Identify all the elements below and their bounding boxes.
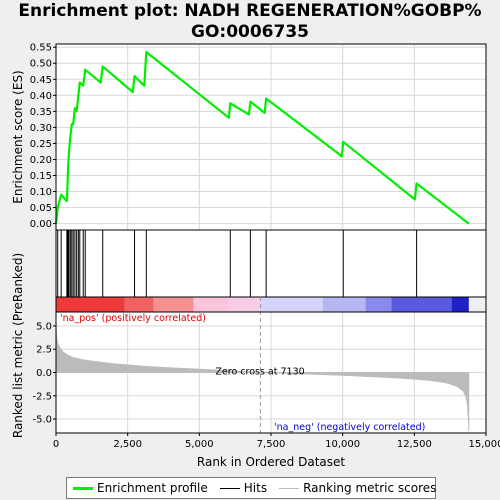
enrichment-profile-line bbox=[54, 50, 470, 225]
heatmap-segment bbox=[260, 297, 323, 312]
heatmap-segment bbox=[451, 297, 469, 312]
metric-xtick-label: 10,000 bbox=[325, 439, 360, 450]
metric-xlabel: Rank in Ordered Dataset bbox=[197, 455, 345, 469]
metric-xtick-label: 5,000 bbox=[185, 439, 214, 450]
metric-plot-border bbox=[55, 311, 487, 434]
metric-xtick-label: 2,500 bbox=[113, 439, 142, 450]
es-ytick-label: 0.50 bbox=[30, 59, 52, 70]
heatmap-segment bbox=[228, 297, 261, 312]
ranking-metric-area bbox=[55, 318, 470, 432]
es-ytick-label: 0.25 bbox=[30, 139, 52, 150]
metric-ytick-label: -5.0 bbox=[32, 415, 52, 426]
metric-ylabel: Ranked list metric (PreRanked) bbox=[11, 253, 25, 438]
legend-item-metric: Ranking metric scores bbox=[279, 481, 436, 495]
chart-title: Enrichment plot: NADH REGENERATION%GOBP%… bbox=[0, 1, 500, 43]
es-panel: 0.00 0.05 0.10 0.15 0.20 0.25 0.30 0.35 0.40 0.45… bbox=[11, 43, 487, 231]
es-ytick-label: 0.15 bbox=[30, 171, 52, 182]
heatmap-segment bbox=[124, 297, 154, 312]
heatmap-segment bbox=[193, 297, 228, 312]
metric-xtick-label: 15,000 bbox=[469, 439, 500, 450]
legend-swatch-metric bbox=[279, 487, 300, 489]
metric-ytick-label: -2.5 bbox=[32, 391, 52, 402]
es-ytick-label: 0.35 bbox=[30, 107, 52, 118]
heatmap-segment bbox=[322, 297, 366, 312]
es-ytick-label: 0.10 bbox=[30, 187, 52, 198]
legend-label-enrichment: Enrichment profile bbox=[97, 481, 208, 495]
es-ylabel: Enrichment score (ES) bbox=[11, 70, 25, 203]
metric-xtick-label: 0 bbox=[53, 439, 59, 450]
es-ytick-label: 0.00 bbox=[30, 219, 52, 230]
neg-correlated-label: 'na_neg' (negatively correlated) bbox=[274, 422, 425, 433]
es-ytick-label: 0.40 bbox=[30, 91, 52, 102]
hits-plot-area bbox=[55, 229, 487, 298]
es-ytick-label: 0.45 bbox=[30, 75, 52, 86]
zero-cross-label: Zero cross at 7130 bbox=[215, 367, 304, 378]
pos-correlated-label: 'na_pos' (positively correlated) bbox=[60, 313, 206, 324]
hits-panel bbox=[55, 229, 487, 298]
chart-title-line-2: GO:0006735 bbox=[190, 22, 309, 42]
heatmap-segment bbox=[56, 297, 125, 312]
legend-swatch-enrichment bbox=[73, 486, 93, 490]
legend-swatch-hits bbox=[219, 487, 240, 489]
rank-heatmap-bar bbox=[55, 296, 487, 313]
metric-ytick-label: 0.0 bbox=[36, 368, 52, 379]
legend-item-hits: Hits bbox=[219, 481, 268, 495]
es-ytick-label: 0.55 bbox=[30, 43, 52, 54]
chart-title-line-1: Enrichment plot: NADH REGENERATION%GOBP% bbox=[18, 1, 482, 21]
es-ytick-label: 0.05 bbox=[30, 203, 52, 214]
es-ytick-label: 0.30 bbox=[30, 123, 52, 134]
legend-label-hits: Hits bbox=[243, 481, 268, 495]
metric-xtick-label: 12,500 bbox=[397, 439, 432, 450]
legend-item-enrichment: Enrichment profile bbox=[73, 481, 208, 495]
metric-ytick-label: 2.5 bbox=[36, 345, 52, 356]
metric-panel: 5.0 2.5 0.0 -2.5 -5.0 0 2,500 5,000 7,500 10,000 1… bbox=[11, 253, 500, 469]
enrichment-chart: 0.000.050.100.150.200.250.300.350.400.45… bbox=[11, 43, 500, 469]
metric-ytick-label: 5.0 bbox=[36, 321, 52, 332]
legend-label-metric: Ranking metric scores bbox=[303, 481, 437, 495]
heatmap-segment bbox=[365, 297, 392, 312]
metric-xtick-label: 7,500 bbox=[257, 439, 286, 450]
heatmap-segment bbox=[153, 297, 194, 312]
heatmap-segment bbox=[391, 297, 452, 312]
es-ytick-label: 0.20 bbox=[30, 155, 52, 166]
legend: Enrichment profile Hits Ranking metric s… bbox=[66, 477, 436, 499]
